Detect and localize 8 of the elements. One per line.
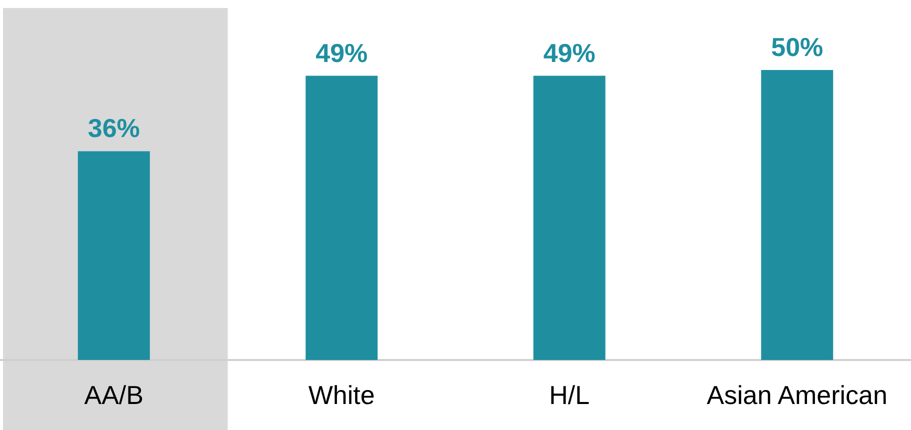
data-label: 50%: [771, 32, 824, 62]
x-tick-label: AA/B: [84, 380, 144, 410]
data-label: 36%: [88, 113, 140, 144]
x-tick-label: Asian American: [706, 380, 888, 410]
x-tick-label: H/L: [549, 380, 590, 410]
x-tick-label: White: [308, 380, 375, 410]
data-label: 49%: [543, 38, 596, 68]
data-label: 49%: [316, 38, 368, 68]
